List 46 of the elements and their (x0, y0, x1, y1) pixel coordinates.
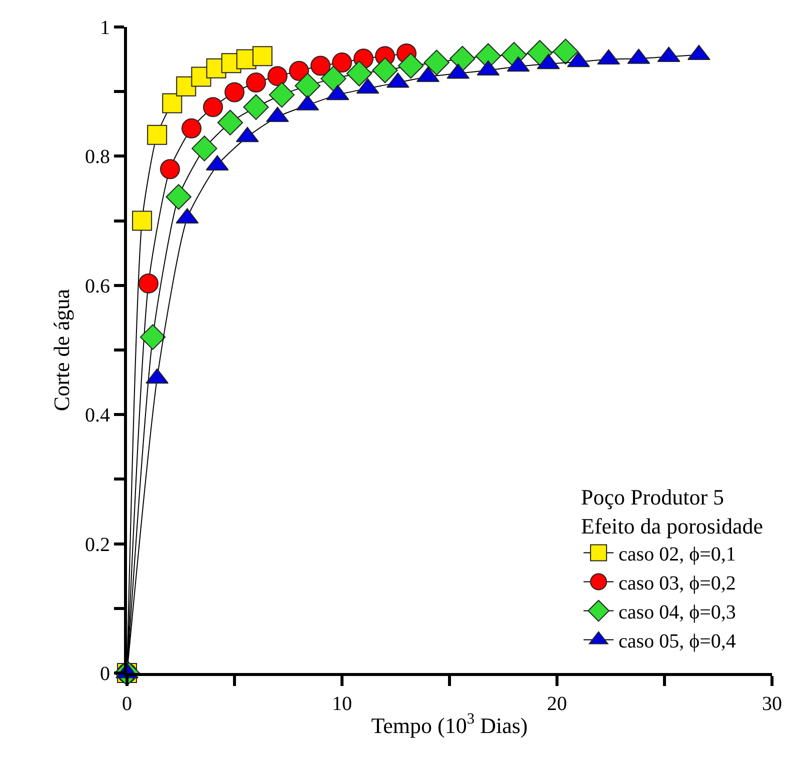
point (160, 159, 180, 180)
point (138, 273, 158, 294)
point (294, 72, 320, 99)
point (526, 40, 553, 66)
point (268, 66, 288, 86)
legend-label: caso 04, ϕ=0,3 (618, 602, 736, 624)
point (162, 93, 182, 114)
x-tick-label: 30 (762, 693, 782, 715)
x-tick-label: 0 (122, 693, 132, 715)
y-tick-label: 0 (100, 663, 110, 685)
point (450, 46, 476, 72)
point (217, 110, 244, 136)
point (140, 324, 166, 350)
point (203, 97, 223, 118)
point (268, 82, 295, 108)
y-tick-label: 1 (100, 17, 110, 39)
point (192, 136, 218, 162)
y-tick-label: 0.2 (85, 534, 110, 556)
y-tick-label: 0.8 (85, 146, 110, 168)
point (398, 52, 424, 79)
point (320, 66, 346, 92)
point (372, 57, 398, 84)
point (552, 38, 578, 64)
y-axis-title: Corte de água (48, 288, 74, 412)
legend-title: Poço Produtor 5 Efeito da porosidade (581, 484, 764, 538)
point (243, 94, 269, 120)
y-tick-label: 0.4 (85, 404, 110, 427)
point (182, 118, 202, 138)
point (424, 50, 450, 76)
y-tick-label: 0.6 (85, 275, 110, 298)
point (252, 46, 272, 66)
point (224, 82, 244, 102)
point (166, 184, 192, 210)
point (147, 124, 168, 145)
legend-label: caso 02, ϕ=0,1 (618, 544, 736, 566)
x-axis-title: Tempo (10$^{3}$ Dias) (371, 710, 528, 738)
point (310, 56, 330, 76)
x-tick-label: 20 (547, 693, 567, 715)
point (132, 210, 152, 231)
point (346, 60, 372, 86)
point (289, 60, 309, 81)
legend-label: caso 03, ϕ=0,2 (618, 572, 736, 595)
x-tick-label: 10 (332, 693, 352, 715)
legend-label: caso 05, ϕ=0,4 (618, 630, 736, 653)
point (332, 52, 352, 73)
point (246, 72, 266, 93)
